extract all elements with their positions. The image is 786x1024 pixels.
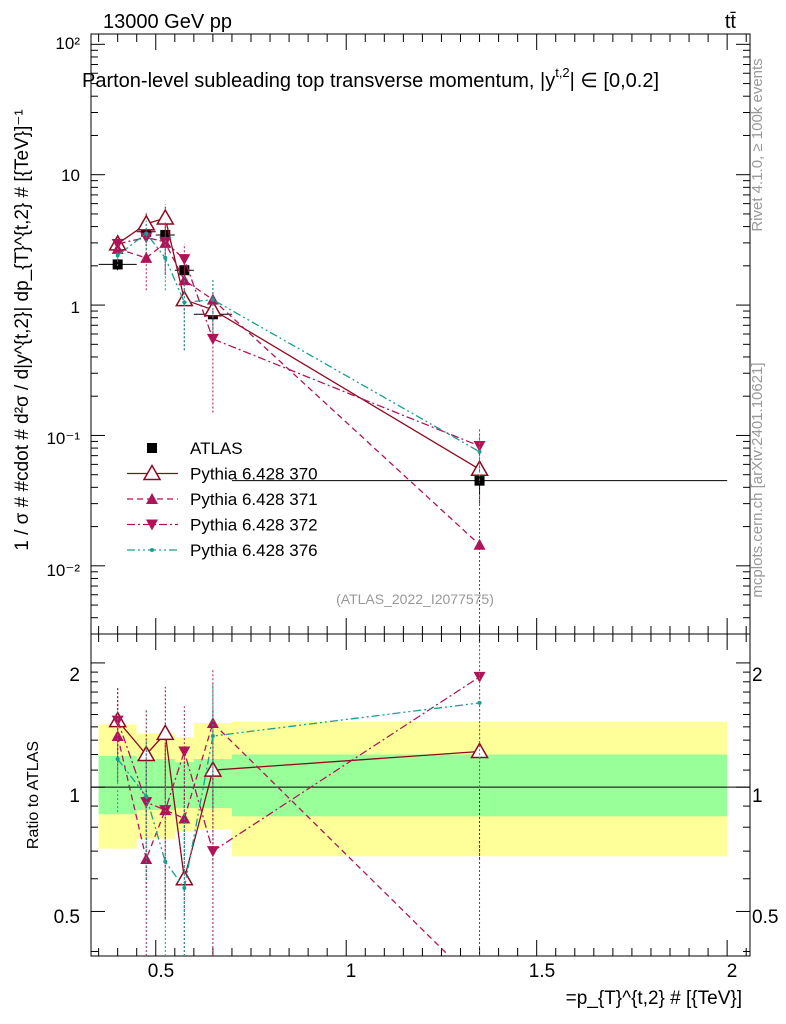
main-ytick-label-100: 10²: [55, 34, 80, 53]
series-pythia-6.428-376: [115, 220, 482, 481]
data-point: [159, 236, 172, 248]
ratio-data-point: [206, 846, 219, 858]
legend: ATLAS Pythia 6.428 370 Pythia 6.428 371 Pyt…: [127, 439, 318, 560]
legend-marker: [146, 519, 158, 531]
xtick-label-1: 1: [346, 961, 357, 982]
legend-label: ATLAS: [190, 439, 243, 458]
plot-title-sup: t,2: [555, 65, 569, 80]
ratio-ytick-label-right-0.5: 0.5: [752, 907, 778, 928]
legend-label: Pythia 6.428 376: [190, 541, 318, 560]
ratio-series-pythia-6.428-376: [115, 645, 482, 956]
legend-item: ATLAS: [147, 439, 243, 458]
rivet-version-label: Rivet 4.1.0, ≥ 100k events: [749, 58, 766, 231]
main-y-axis-label: 1 / σ # #cdot # d²σ / d|y^{t,2}| dp_{T}^…: [12, 109, 33, 550]
legend-marker: [150, 548, 154, 552]
ratio-data-point: [115, 757, 120, 762]
ratio-ytick-label-left-0.5: 0.5: [54, 907, 80, 928]
ratio-data-point: [111, 715, 124, 727]
main-ytick-label-1: 1: [71, 298, 80, 317]
data-point: [210, 297, 215, 302]
plot-title: Parton-level subleading top transverse m…: [82, 65, 659, 92]
x-axis-label: =p_{T}^{t,2} # [{TeV}]: [566, 988, 742, 1009]
main-ytick-label-10: 10: [61, 166, 80, 185]
mcplots-label: mcplots.cern.ch [arXiv:2401.10621]: [749, 362, 766, 597]
ratio-ytick-label-right-1: 1: [752, 786, 763, 807]
main-ytick-label-1e-2: 10⁻²: [46, 561, 80, 580]
ratio-data-point: [144, 794, 149, 799]
ratio-series-line: [117, 721, 451, 956]
ratio-ticks: [91, 34, 750, 956]
data-point: [144, 231, 149, 236]
ratio-data-point: [178, 812, 191, 824]
data-point: [111, 238, 124, 250]
data-point: [155, 208, 175, 225]
ratio-bands: [91, 721, 750, 857]
ratio-data-point: [178, 746, 191, 758]
series-pythia-6.428-371: [111, 222, 486, 634]
ratio-data-point: [206, 717, 219, 729]
process-label: tt̄: [725, 11, 737, 33]
series-pythia-6.428-370: [108, 204, 489, 504]
legend-marker: [142, 463, 162, 481]
legend-item: Pythia 6.428 376: [127, 541, 318, 560]
xtick-label-0.5: 0.5: [148, 961, 174, 982]
main-data: [98, 204, 728, 634]
ratio-series-line: [117, 676, 480, 853]
ratio-data-point: [210, 734, 215, 739]
plot-title-range: | ∈ [0,0.2]: [570, 70, 659, 92]
data-point: [163, 255, 168, 260]
ratio-data: [108, 634, 489, 956]
ratio-ytick-label-left-1: 1: [69, 786, 80, 807]
data-point: [115, 253, 120, 258]
ratio-data-point: [163, 859, 168, 864]
series-line: [117, 232, 480, 453]
ratio-series-line: [117, 702, 480, 890]
data-point: [136, 214, 156, 231]
analysis-id: (ATLAS_2022_I2077575): [336, 591, 494, 607]
legend-item: Pythia 6.428 372: [127, 516, 318, 535]
energy-label: 13000 GeV pp: [103, 11, 232, 33]
legend-marker: [146, 493, 158, 504]
ratio-data-point: [182, 885, 187, 890]
main-ytick-label-1e-1: 10⁻¹: [46, 429, 80, 448]
xtick-label-1.5: 1.5: [529, 961, 555, 982]
legend-label: Pythia 6.428 370: [190, 465, 318, 484]
legend-item: Pythia 6.428 371: [127, 490, 318, 509]
ratio-plot-frame: [90, 633, 751, 957]
legend-item: Pythia 6.428 370: [127, 463, 318, 484]
legend-label: Pythia 6.428 372: [190, 516, 318, 535]
xtick-label-2: 2: [727, 961, 738, 982]
data-point: [178, 254, 191, 266]
series-line: [117, 217, 480, 470]
data-point: [473, 441, 486, 453]
ratio-ytick-label-right-2: 2: [752, 665, 763, 686]
series-line: [117, 236, 480, 447]
ratio-data-point: [477, 700, 482, 705]
data-point: [473, 538, 486, 550]
ratio-ytick-label-left-2: 2: [69, 665, 80, 686]
ratio-data-point: [155, 723, 175, 741]
series-line: [117, 241, 480, 546]
plot-title-text: Parton-level subleading top transverse m…: [82, 70, 555, 92]
data-point: [182, 300, 187, 305]
ratio-y-axis-label: Ratio to ATLAS: [25, 741, 42, 849]
series-pythia-6.428-372: [111, 221, 486, 472]
data-point: [477, 449, 482, 454]
main-ticks: [91, 34, 750, 956]
legend-label: Pythia 6.428 371: [190, 490, 318, 509]
data-point: [206, 333, 219, 345]
legend-marker: [147, 443, 157, 453]
